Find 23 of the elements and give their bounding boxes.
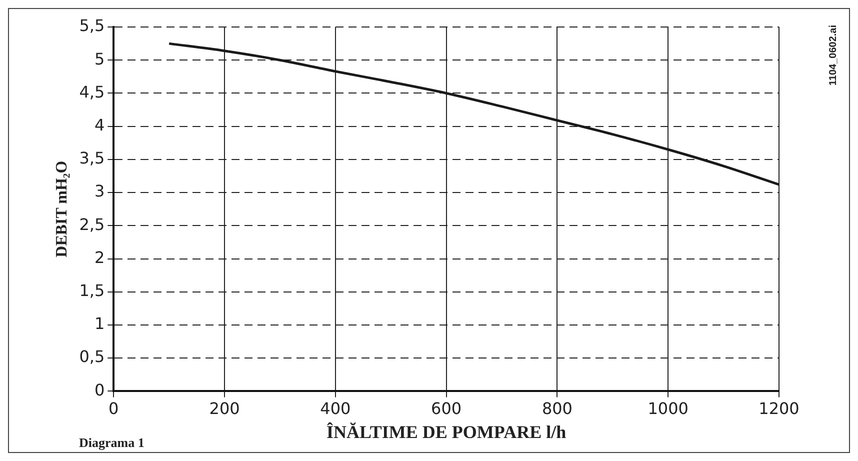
y-tick-label: 3,5	[79, 148, 105, 168]
x-tick-label: 1000	[648, 398, 688, 418]
y-tick-label: 1,5	[79, 281, 105, 300]
y-tick-label: 5	[94, 49, 105, 68]
y-tick-label: 2,5	[79, 214, 105, 234]
x-tick-label: 800	[542, 398, 572, 418]
y-tick-label: 3	[94, 182, 105, 201]
text: Diagrama 1	[79, 434, 144, 450]
y-tick-label: 1	[94, 314, 105, 334]
x-tick-label: 0	[108, 398, 119, 418]
y-tick-label: 2	[94, 248, 105, 267]
y-tick-label: 4	[94, 115, 105, 134]
x-tick-label: 600	[431, 398, 462, 418]
x-tick-label: 1200	[758, 398, 800, 418]
y-tick-label: 0,5	[79, 347, 105, 366]
y-tick-label: 0	[94, 380, 105, 400]
x-tick-label: 200	[209, 398, 240, 418]
y-tick-label: 4,5	[79, 82, 105, 102]
x-axis-title: ÎNĂLTIME DE POMPARE l/h	[326, 422, 566, 442]
y-tick-label: 5,5	[79, 16, 105, 36]
text: 1104_0602.ai	[828, 24, 839, 86]
y-axis-title: DEBIT mH₂O	[54, 160, 71, 258]
x-tick-label: 400	[320, 398, 351, 418]
